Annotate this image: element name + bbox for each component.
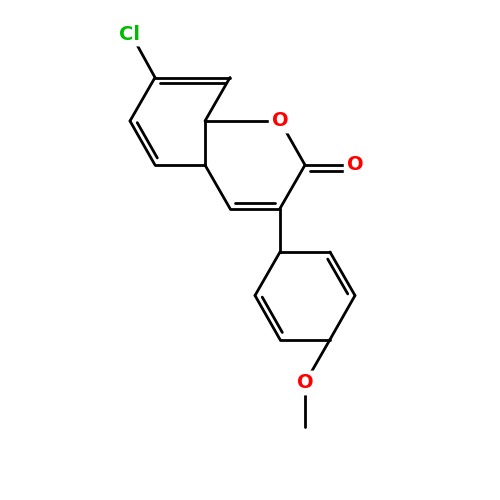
Text: O: O	[296, 374, 314, 392]
Text: O: O	[272, 112, 288, 130]
Text: O: O	[346, 156, 364, 174]
Text: Cl: Cl	[120, 24, 141, 44]
